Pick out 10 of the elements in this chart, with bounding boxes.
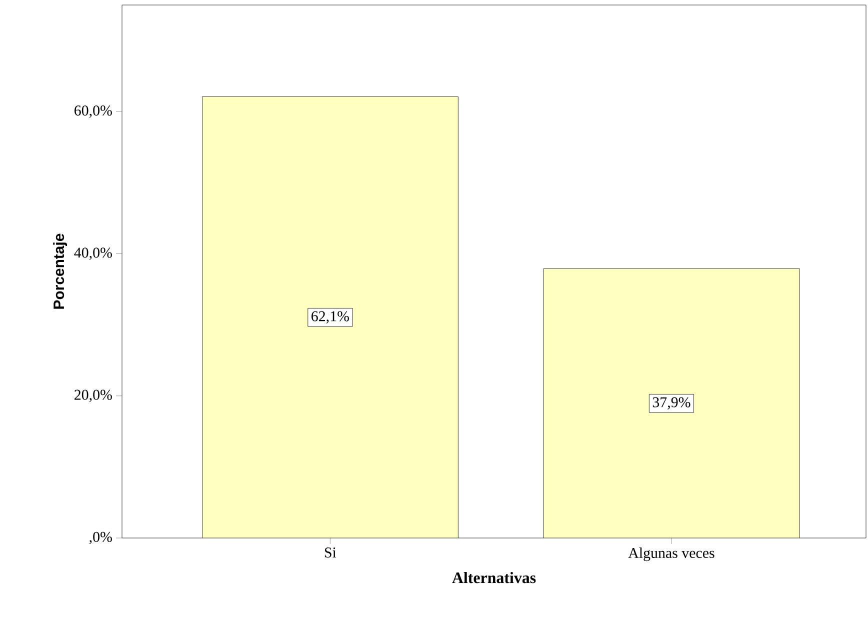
x-tick-label: Si (324, 548, 336, 558)
y-tick-label: 60,0% (74, 105, 112, 118)
y-tick-label: 40,0% (74, 248, 112, 260)
x-axis-title: Alternativas (452, 572, 536, 584)
data-label: 62,1% (312, 311, 349, 324)
y-axis-title: Porcentaje (53, 234, 68, 309)
y-tick-label: ,0% (89, 532, 112, 544)
y-tick-label: 20,0% (74, 390, 112, 402)
x-tick-label: Algunas veces (628, 548, 714, 562)
data-label: 37,9% (652, 397, 690, 410)
